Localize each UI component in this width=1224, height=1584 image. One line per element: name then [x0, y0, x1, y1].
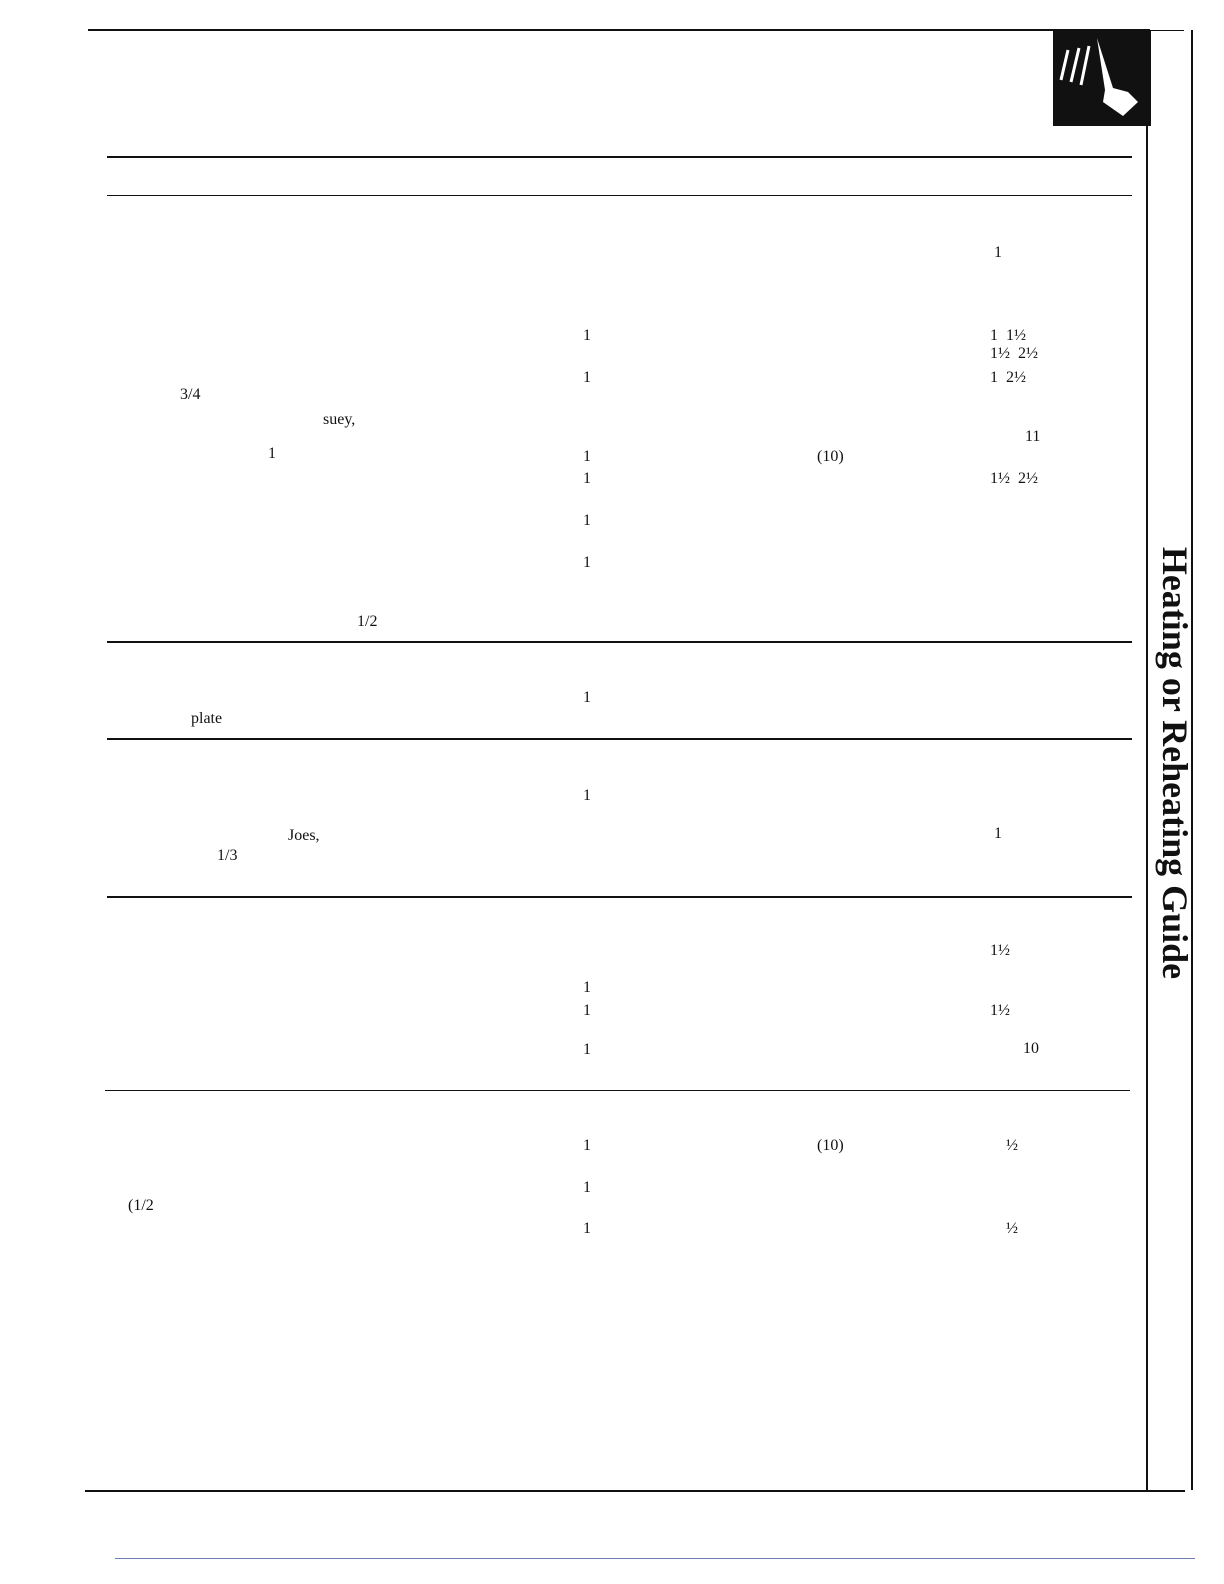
text-fragment: 1 1½ [990, 327, 1026, 344]
text-fragment: 1 [583, 1220, 591, 1237]
text-fragment: ½ [1006, 1137, 1018, 1154]
text-fragment: 1 [583, 689, 591, 706]
text-fragment: 1 [583, 512, 591, 529]
text-fragment: 1/3 [217, 847, 238, 864]
text-fragment: 1 [583, 448, 591, 465]
text-fragment: 11 [1025, 428, 1041, 445]
text-fragment: 1 [994, 244, 1002, 261]
text-fragment: 1 [583, 554, 591, 571]
text-fragment: 1½ 2½ [990, 470, 1038, 487]
text-fragment: 1/2 [357, 613, 378, 630]
rule [1150, 30, 1184, 31]
rule [85, 1490, 1185, 1492]
text-fragment: 1 [583, 470, 591, 487]
text-fragment: 1 [583, 1041, 591, 1058]
text-fragment: 1 [583, 327, 591, 344]
text-fragment: (10) [817, 1137, 844, 1154]
text-fragment: (1/2 [128, 1197, 154, 1214]
text-fragment: 1 [268, 445, 276, 462]
text-fragment: 1½ [990, 1002, 1010, 1019]
side-title: Heating or Reheating Guide [1155, 546, 1195, 980]
rule [107, 896, 1132, 898]
text-fragment: 1 [583, 787, 591, 804]
text-fragment: Joes, [288, 827, 320, 844]
text-fragment: 1 2½ [990, 369, 1026, 386]
rule [1146, 30, 1148, 1490]
text-fragment: 1½ [990, 942, 1010, 959]
text-fragment: 1 [583, 369, 591, 386]
text-fragment: 10 [1023, 1040, 1039, 1057]
text-fragment: 3/4 [180, 386, 201, 403]
rule [88, 29, 1150, 31]
text-fragment: 1 [583, 1002, 591, 1019]
text-fragment: plate [191, 710, 223, 727]
text-fragment: 1 [583, 979, 591, 996]
rule [107, 156, 1132, 158]
rule [115, 1558, 1195, 1559]
text-fragment: 1 [583, 1137, 591, 1154]
hand-icon [1053, 30, 1151, 126]
text-fragment: suey, [323, 411, 356, 428]
text-fragment: 1 [583, 1179, 591, 1196]
rule [1191, 30, 1193, 1490]
text-fragment: 1½ 2½ [990, 345, 1038, 362]
rule [107, 641, 1132, 643]
text-fragment: 1 [994, 825, 1002, 842]
rule [107, 195, 1132, 196]
rule [105, 1090, 1130, 1091]
text-fragment: ½ [1006, 1220, 1018, 1237]
text-fragment: (10) [817, 448, 844, 465]
rule [107, 738, 1132, 740]
